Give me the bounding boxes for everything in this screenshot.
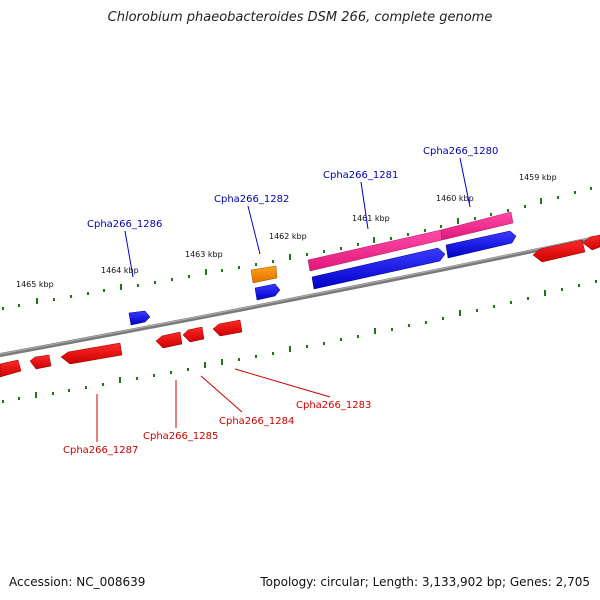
kbp-label: 1461 kbp bbox=[352, 214, 390, 223]
forward-gene-track bbox=[128, 230, 517, 326]
page-title: Chlorobium phaeobacteroides DSM 266, com… bbox=[107, 10, 493, 25]
reverse-gene-track bbox=[0, 234, 600, 378]
genome-summary-text: Topology: circular; Length: 3,133,902 bp… bbox=[260, 575, 590, 589]
gene-feature[interactable] bbox=[250, 265, 278, 284]
genome-backbone-highlight bbox=[0, 235, 600, 355]
gene-label[interactable]: Cpha266_1286 bbox=[87, 219, 162, 230]
forward-leader-lines bbox=[124, 157, 471, 278]
kbp-label: 1463 kbp bbox=[185, 250, 223, 259]
gene-feature[interactable] bbox=[440, 211, 514, 241]
reverse-leader-lines bbox=[96, 368, 331, 442]
accession-text: Accession: NC_008639 bbox=[9, 575, 146, 589]
inner-tick-track bbox=[2, 280, 597, 403]
gene-label[interactable]: Cpha266_1283 bbox=[296, 400, 371, 411]
gene-label[interactable]: Cpha266_1281 bbox=[323, 170, 398, 181]
gene-feature[interactable] bbox=[155, 331, 183, 349]
kbp-label: 1465 kbp bbox=[16, 280, 54, 289]
gene-label[interactable]: Cpha266_1284 bbox=[219, 416, 294, 427]
gene-label[interactable]: Cpha266_1282 bbox=[214, 194, 289, 205]
genome-backbone bbox=[0, 235, 600, 358]
gene-feature[interactable] bbox=[254, 283, 281, 301]
highlight-gene-track bbox=[307, 211, 514, 272]
gene-feature[interactable] bbox=[29, 354, 52, 370]
gene-label[interactable]: Cpha266_1287 bbox=[63, 445, 138, 456]
gene-feature[interactable] bbox=[128, 310, 151, 326]
gene-feature[interactable] bbox=[182, 326, 205, 343]
gene-label[interactable]: Cpha266_1285 bbox=[143, 431, 218, 442]
kbp-label: 1459 kbp bbox=[519, 173, 557, 182]
kbp-label: 1462 kbp bbox=[269, 232, 307, 241]
outer-tick-track bbox=[2, 187, 592, 310]
gene-label[interactable]: Cpha266_1280 bbox=[423, 146, 498, 157]
gene-feature[interactable] bbox=[532, 239, 586, 263]
gene-feature[interactable] bbox=[311, 247, 446, 290]
gene-feature[interactable] bbox=[0, 359, 22, 378]
gene-feature[interactable] bbox=[212, 319, 243, 337]
kbp-label: 1460 kbp bbox=[436, 194, 474, 203]
gene-feature[interactable] bbox=[60, 342, 123, 365]
gene-feature[interactable] bbox=[582, 234, 600, 251]
kbp-label: 1464 kbp bbox=[101, 266, 139, 275]
gene-feature[interactable] bbox=[445, 230, 517, 259]
